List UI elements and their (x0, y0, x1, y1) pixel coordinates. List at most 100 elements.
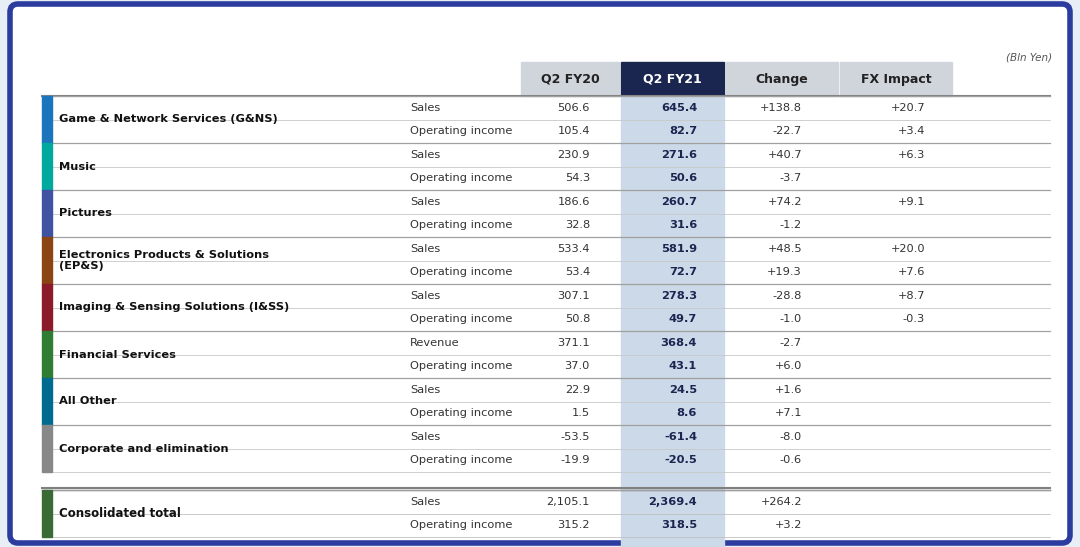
Text: Change: Change (756, 73, 808, 85)
Text: -22.7: -22.7 (773, 126, 802, 136)
Text: +20.0: +20.0 (890, 244, 924, 254)
Text: Operating income: Operating income (410, 173, 512, 183)
Text: Pictures: Pictures (59, 208, 112, 218)
Text: Sales: Sales (410, 291, 441, 301)
Bar (42, 331, 52, 378)
Text: -53.5: -53.5 (561, 432, 590, 442)
Text: 72.7: 72.7 (669, 267, 697, 277)
Text: Operating income: Operating income (410, 408, 512, 418)
Text: 271.6: 271.6 (661, 150, 697, 160)
Text: 50.6: 50.6 (669, 173, 697, 183)
Text: Q2 FY21: Q2 FY21 (643, 73, 701, 85)
Text: +7.6: +7.6 (897, 267, 924, 277)
Text: +6.0: +6.0 (774, 361, 802, 371)
Text: 2,369.4: 2,369.4 (648, 497, 697, 507)
Text: -0.3: -0.3 (903, 314, 924, 324)
Text: Operating income: Operating income (410, 361, 512, 371)
Bar (42, 490, 52, 537)
Text: 260.7: 260.7 (661, 197, 697, 207)
Bar (42, 378, 52, 425)
Text: +19.3: +19.3 (767, 267, 802, 277)
Text: 506.6: 506.6 (557, 103, 590, 113)
Text: +264.2: +264.2 (760, 497, 802, 507)
Text: 53.4: 53.4 (565, 267, 590, 277)
Text: 49.7: 49.7 (669, 314, 697, 324)
Text: 43.1: 43.1 (669, 361, 697, 371)
Text: Corporate and elimination: Corporate and elimination (59, 444, 229, 453)
Bar (726, 62, 838, 96)
Text: Consolidated total: Consolidated total (59, 507, 180, 520)
Text: +9.1: +9.1 (897, 197, 924, 207)
Text: 24.5: 24.5 (669, 385, 697, 395)
Text: +8.7: +8.7 (897, 291, 924, 301)
Bar (42, 425, 52, 472)
Text: Sales: Sales (410, 197, 441, 207)
Text: Sales: Sales (410, 244, 441, 254)
Text: -2.7: -2.7 (780, 337, 802, 348)
Text: 230.9: 230.9 (557, 150, 590, 160)
Text: -8.0: -8.0 (780, 432, 802, 442)
Text: -61.4: -61.4 (664, 432, 697, 442)
Bar (42, 143, 52, 190)
Text: -28.8: -28.8 (772, 291, 802, 301)
Text: Operating income: Operating income (410, 220, 512, 230)
Text: Imaging & Sensing Solutions (I&SS): Imaging & Sensing Solutions (I&SS) (59, 302, 289, 312)
Text: 22.9: 22.9 (565, 385, 590, 395)
Text: Sales: Sales (410, 150, 441, 160)
Text: Operating income: Operating income (410, 267, 512, 277)
Text: 105.4: 105.4 (557, 126, 590, 136)
Text: 31.6: 31.6 (669, 220, 697, 230)
Text: 318.5: 318.5 (661, 520, 697, 530)
Bar (42, 284, 52, 331)
Text: -3.7: -3.7 (780, 173, 802, 183)
Bar (42, 237, 52, 284)
Text: +1.6: +1.6 (774, 385, 802, 395)
Bar (621, 96, 724, 547)
Text: +74.2: +74.2 (768, 197, 802, 207)
Text: +48.5: +48.5 (768, 244, 802, 254)
Text: +138.8: +138.8 (760, 103, 802, 113)
Text: 1.5: 1.5 (572, 408, 590, 418)
Text: Game & Network Services (G&NS): Game & Network Services (G&NS) (59, 114, 278, 125)
Text: 315.2: 315.2 (557, 520, 590, 530)
Bar (521, 62, 619, 96)
Text: +7.1: +7.1 (774, 408, 802, 418)
Text: Financial Services: Financial Services (59, 350, 176, 359)
Text: +20.7: +20.7 (890, 103, 924, 113)
Text: Operating income: Operating income (410, 455, 512, 465)
Text: 50.8: 50.8 (565, 314, 590, 324)
Text: 278.3: 278.3 (661, 291, 697, 301)
Text: Sales: Sales (410, 497, 441, 507)
Text: 533.4: 533.4 (557, 244, 590, 254)
Text: Sales: Sales (410, 432, 441, 442)
Text: Revenue: Revenue (410, 337, 460, 348)
Text: FX Impact: FX Impact (861, 73, 931, 85)
Text: -0.6: -0.6 (780, 455, 802, 465)
Bar (621, 62, 724, 96)
Text: 2,105.1: 2,105.1 (546, 497, 590, 507)
Bar (840, 62, 951, 96)
Text: +3.2: +3.2 (774, 520, 802, 530)
Text: 645.4: 645.4 (661, 103, 697, 113)
Bar (42, 96, 52, 143)
FancyBboxPatch shape (10, 4, 1070, 543)
Text: Operating income: Operating income (410, 520, 512, 530)
Text: Q2 FY20: Q2 FY20 (541, 73, 599, 85)
Text: -19.9: -19.9 (561, 455, 590, 465)
Text: 581.9: 581.9 (661, 244, 697, 254)
Text: 186.6: 186.6 (557, 197, 590, 207)
Text: 37.0: 37.0 (565, 361, 590, 371)
Text: All Other: All Other (59, 397, 117, 406)
Bar (42, 190, 52, 237)
Text: Sales: Sales (410, 385, 441, 395)
Text: Electronics Products & Solutions
(EP&S): Electronics Products & Solutions (EP&S) (59, 249, 269, 271)
Text: -1.0: -1.0 (780, 314, 802, 324)
Text: -1.2: -1.2 (780, 220, 802, 230)
Text: +3.4: +3.4 (897, 126, 924, 136)
Text: 32.8: 32.8 (565, 220, 590, 230)
Text: Music: Music (59, 161, 96, 172)
Text: Operating income: Operating income (410, 126, 512, 136)
Text: -20.5: -20.5 (664, 455, 697, 465)
Text: (Bln Yen): (Bln Yen) (1005, 52, 1052, 62)
Text: 82.7: 82.7 (669, 126, 697, 136)
